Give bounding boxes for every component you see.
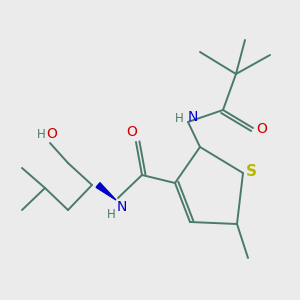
Polygon shape — [96, 183, 116, 200]
Text: S: S — [245, 164, 256, 178]
Text: O: O — [127, 125, 137, 139]
Text: H: H — [106, 208, 116, 221]
Text: O: O — [256, 122, 267, 136]
Text: N: N — [188, 110, 198, 124]
Text: H: H — [37, 128, 45, 140]
Text: H: H — [175, 112, 183, 124]
Text: O: O — [46, 127, 57, 141]
Text: N: N — [117, 200, 127, 214]
